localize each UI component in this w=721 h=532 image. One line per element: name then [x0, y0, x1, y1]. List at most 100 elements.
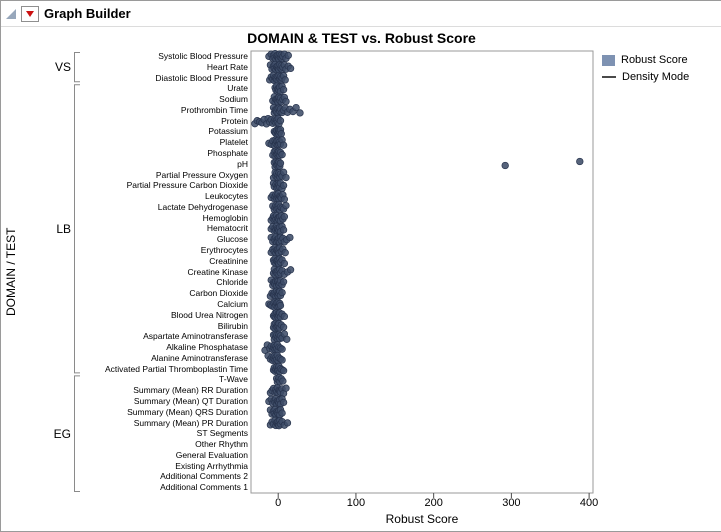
data-point[interactable] — [286, 64, 295, 73]
data-point[interactable] — [576, 157, 584, 166]
data-point[interactable] — [279, 141, 288, 149]
data-point[interactable] — [279, 377, 287, 385]
outline-disclosure-icon[interactable] — [6, 8, 16, 19]
data-point[interactable] — [286, 266, 295, 274]
y-category-label[interactable]: Summary (Mean) QT Duration — [133, 395, 248, 406]
data-point[interactable] — [280, 195, 289, 203]
y-category-label[interactable]: Sodium — [219, 94, 248, 105]
x-tick-label[interactable]: 0 — [275, 497, 282, 509]
y-category-label[interactable]: Partial Pressure Carbon Dioxide — [126, 180, 248, 191]
data-point[interactable] — [279, 278, 288, 286]
data-point[interactable] — [296, 109, 304, 117]
y-category-label[interactable]: Summary (Mean) RR Duration — [133, 385, 248, 396]
y-category-label[interactable]: Chloride — [216, 277, 248, 288]
y-category-label[interactable]: General Evaluation — [175, 449, 248, 460]
y-category-label[interactable]: Summary (Mean) PR Duration — [133, 417, 248, 428]
y-category-label[interactable]: Urate — [227, 83, 248, 94]
data-point[interactable] — [279, 181, 288, 190]
plot-frame — [250, 50, 594, 494]
y-category-label[interactable]: pH — [237, 158, 248, 169]
legend: Robust Score Density Mode — [602, 54, 689, 83]
y-category-label[interactable]: Existing Arrhythmia — [175, 460, 248, 471]
domain-group-label[interactable]: EG — [53, 426, 71, 441]
y-category-label[interactable]: Lactate Dehydrogenase — [157, 201, 248, 212]
data-point[interactable] — [280, 312, 289, 321]
y-category-label[interactable]: Blood Urea Nitrogen — [170, 309, 248, 320]
y-axis-label[interactable]: DOMAIN / TEST — [4, 227, 18, 317]
data-point[interactable] — [280, 213, 289, 221]
data-point[interactable] — [278, 409, 286, 417]
y-category-label[interactable]: Erythrocytes — [200, 245, 248, 256]
y-category-label[interactable]: Alkaline Phosphatase — [166, 342, 248, 353]
red-triangle-menu-icon[interactable] — [21, 5, 39, 22]
data-point[interactable] — [281, 76, 289, 84]
x-tick-label[interactable]: 100 — [346, 497, 366, 509]
domain-group-bracket — [74, 84, 80, 374]
y-category-label[interactable]: Hemoglobin — [202, 212, 248, 223]
data-point[interactable] — [282, 173, 290, 182]
y-category-label[interactable]: Systolic Blood Pressure — [158, 51, 248, 61]
data-point[interactable] — [278, 151, 286, 159]
domain-group-label[interactable]: VS — [54, 60, 71, 75]
y-category-label[interactable]: Creatine Kinase — [187, 266, 248, 277]
y-category-label[interactable]: Creatinine — [209, 255, 248, 266]
y-category-label[interactable]: Other Rhythm — [195, 439, 248, 450]
window-title: Graph Builder — [44, 6, 131, 21]
x-tick-label[interactable]: 300 — [502, 497, 521, 509]
data-point[interactable] — [282, 97, 290, 106]
y-category-label[interactable]: Calcium — [217, 298, 248, 309]
y-category-label[interactable]: Activated Partial Thromboplastin Time — [105, 363, 248, 374]
y-category-label[interactable]: Glucose — [216, 234, 248, 245]
x-tick-label[interactable]: 400 — [579, 497, 599, 509]
data-point[interactable] — [279, 398, 288, 407]
y-category-label[interactable]: Platelet — [219, 137, 248, 148]
y-category-label[interactable]: Potassium — [208, 126, 248, 137]
data-point[interactable] — [278, 288, 286, 297]
y-category-label[interactable]: Prothrombin Time — [180, 104, 248, 115]
y-category-label[interactable]: Summary (Mean) QRS Duration — [127, 406, 248, 417]
data-point[interactable] — [292, 103, 300, 112]
x-axis-label[interactable]: Robust Score — [385, 512, 459, 526]
data-point[interactable] — [278, 345, 286, 353]
data-point[interactable] — [283, 419, 292, 427]
data-point[interactable] — [284, 51, 292, 60]
legend-item-density-mode[interactable]: Density Mode — [602, 71, 689, 83]
y-category-label[interactable]: Leukocytes — [205, 191, 248, 202]
x-tick-label[interactable]: 200 — [424, 497, 443, 509]
data-point[interactable] — [282, 384, 290, 392]
data-point[interactable] — [280, 259, 289, 268]
y-category-label[interactable]: T-Wave — [219, 374, 248, 385]
data-point[interactable] — [276, 117, 285, 125]
data-point[interactable] — [501, 161, 509, 170]
y-category-label[interactable]: Protein — [221, 115, 248, 126]
data-point[interactable] — [277, 130, 285, 138]
y-category-label[interactable]: Diastolic Blood Pressure — [155, 72, 248, 83]
legend-item-robust-score[interactable]: Robust Score — [602, 54, 689, 66]
y-category-label[interactable]: Additional Comments 1 — [160, 482, 248, 493]
y-category-label[interactable]: Hematocrit — [206, 223, 248, 234]
y-category-label[interactable]: Bilirubin — [217, 320, 248, 331]
y-category-label[interactable]: Carbon Dioxide — [189, 288, 248, 299]
y-category-label[interactable]: Alanine Aminotransferase — [151, 352, 248, 363]
domain-group-bracket — [74, 52, 80, 83]
y-category-label[interactable]: Heart Rate — [206, 61, 248, 72]
data-point[interactable] — [279, 323, 288, 331]
data-point[interactable] — [276, 159, 285, 167]
data-point[interactable] — [276, 301, 285, 310]
data-point[interactable] — [278, 356, 286, 364]
y-category-label[interactable]: Aspartate Aminotransferase — [143, 331, 248, 342]
data-point[interactable] — [283, 335, 291, 343]
data-point[interactable] — [279, 86, 288, 94]
y-category-label[interactable]: Additional Comments 2 — [160, 471, 248, 482]
data-point[interactable] — [279, 367, 288, 375]
data-point[interactable] — [279, 226, 288, 234]
domain-group-label[interactable]: LB — [56, 221, 71, 236]
y-category-label[interactable]: Partial Pressure Oxygen — [155, 169, 248, 180]
chart-title[interactable]: DOMAIN & TEST vs. Robust Score — [247, 30, 476, 46]
y-category-label[interactable]: Phosphate — [207, 148, 248, 159]
data-point[interactable] — [286, 233, 294, 242]
y-category-label[interactable]: ST Segments — [196, 428, 248, 439]
data-point[interactable] — [281, 249, 289, 257]
data-point[interactable] — [282, 201, 290, 210]
